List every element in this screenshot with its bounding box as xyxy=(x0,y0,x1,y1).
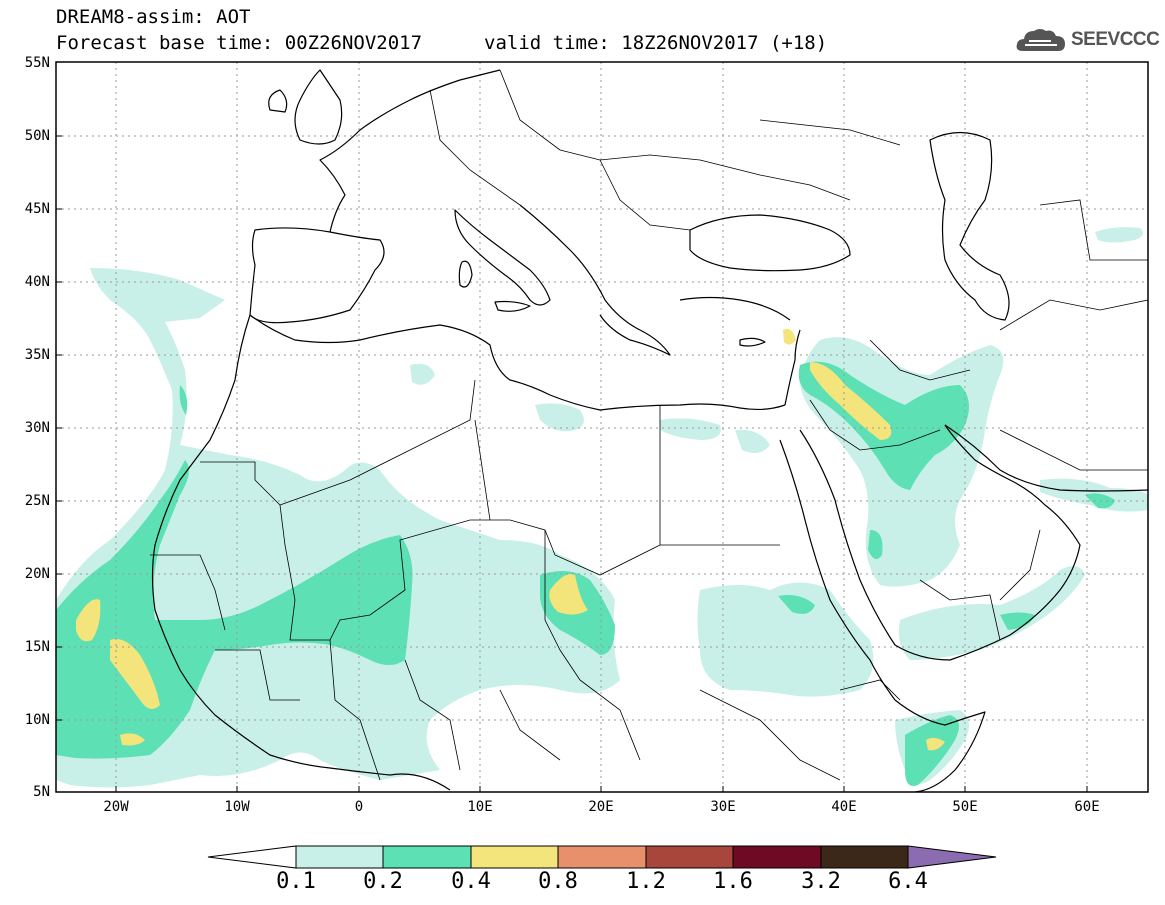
colorbar-label-0.1: 0.1 xyxy=(276,869,316,894)
colorbar-label-3.2: 3.2 xyxy=(801,869,841,894)
colorbar-label-6.4: 6.4 xyxy=(888,869,928,894)
lat-label-40n: 40N xyxy=(24,274,50,290)
lat-label-5n: 5N xyxy=(33,784,50,800)
coastlines xyxy=(151,69,1148,792)
lon-label-10w: 10W xyxy=(224,799,250,815)
lat-label-50n: 50N xyxy=(24,128,50,144)
graticule xyxy=(56,62,1148,792)
country-borders xyxy=(150,69,1148,781)
logo-text: SEEVCCC xyxy=(1071,29,1160,50)
lat-label-30n: 30N xyxy=(24,420,50,436)
seevccc-logo: SEEVCCC xyxy=(1015,24,1160,56)
lat-label-55n: 55N xyxy=(24,55,50,71)
colorbar-label-0.4: 0.4 xyxy=(451,869,491,894)
lon-label-40e: 40E xyxy=(831,799,857,815)
lon-label-10e: 10E xyxy=(467,799,493,815)
axis-ticks xyxy=(56,135,1088,792)
colorbar-label-1.6: 1.6 xyxy=(713,869,753,894)
map-title: DREAM8-assim: AOT xyxy=(56,6,251,28)
colorbar-label-1.2: 1.2 xyxy=(626,869,666,894)
lat-label-15n: 15N xyxy=(24,639,50,655)
lon-label-0: 0 xyxy=(354,799,364,815)
lon-label-50e: 50E xyxy=(952,799,978,815)
map-frame xyxy=(55,61,1149,793)
colorbar-label-0.2: 0.2 xyxy=(363,869,403,894)
lat-label-10n: 10N xyxy=(24,712,50,728)
lat-label-35n: 35N xyxy=(24,347,50,363)
lon-label-20w: 20W xyxy=(103,799,129,815)
lat-label-45n: 45N xyxy=(24,201,50,217)
colorbar-label-0.8: 0.8 xyxy=(538,869,578,894)
lon-label-60e: 60E xyxy=(1074,799,1100,815)
forecast-base-time: Forecast base time: 00Z26NOV2017 xyxy=(56,32,423,54)
lat-label-20n: 20N xyxy=(24,566,50,582)
lon-label-20e: 20E xyxy=(588,799,614,815)
cloud-logo-icon xyxy=(1016,29,1065,51)
lat-label-25n: 25N xyxy=(24,493,50,509)
valid-time: valid time: 18Z26NOV2017 (+18) xyxy=(484,32,828,54)
lon-label-30e: 30E xyxy=(710,799,736,815)
aot-level-03-contours xyxy=(76,328,945,751)
